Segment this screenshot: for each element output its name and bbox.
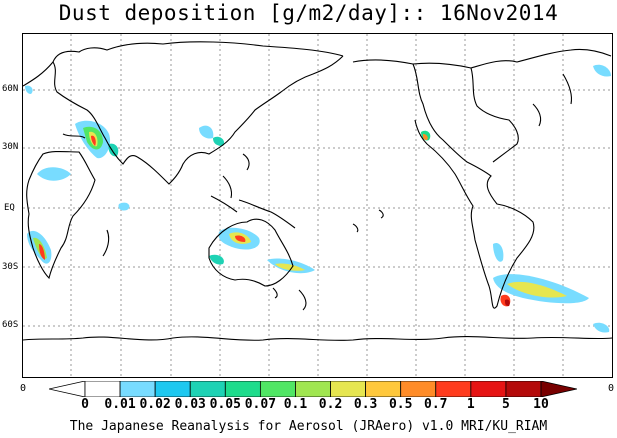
colorbar: [49, 381, 577, 397]
colorbar-tick-label: 10: [533, 397, 549, 412]
colorbar-swatch: [505, 381, 542, 397]
colorbar-swatch: [224, 381, 261, 397]
coastlines: [23, 41, 612, 341]
colorbar-right-edge-label: 0: [608, 383, 615, 394]
dust-deposition-field: [25, 64, 611, 333]
lat-label-30n: 30N: [2, 142, 19, 152]
colorbar-swatch: [84, 381, 121, 397]
colorbar-swatches: [49, 381, 577, 397]
colorbar-tick-label: 0.3: [353, 397, 378, 412]
colorbar-swatch: [259, 381, 296, 397]
lat-label-eq: EQ: [4, 203, 15, 213]
colorbar-tick-label: 0.05: [209, 397, 241, 412]
colorbar-tick-label: 0: [81, 397, 89, 412]
colorbar-swatch: [154, 381, 191, 397]
colorbar-tick-label: 5: [502, 397, 510, 412]
colorbar-tick-label: 0.02: [139, 397, 171, 412]
colorbar-tick-label: 0.07: [244, 397, 277, 412]
colorbar-tick-label: 0.1: [283, 397, 308, 412]
colorbar-left-edge-label: 0: [20, 383, 27, 394]
colorbar-tick-label: 1: [466, 397, 475, 412]
lat-label-60s: 60S: [2, 320, 19, 330]
colorbar-swatch: [49, 381, 86, 397]
lat-label-30s: 30S: [2, 262, 19, 272]
colorbar-tick-label: 0.5: [388, 397, 413, 412]
world-map: [22, 33, 613, 378]
colorbar-tick-label: 0.2: [318, 397, 343, 412]
colorbar-swatch: [295, 381, 331, 397]
colorbar-tick-label: 0.7: [424, 397, 448, 412]
colorbar-swatch: [470, 381, 507, 397]
footer-credit: The Japanese Reanalysis for Aerosol (JRA…: [69, 419, 548, 434]
colorbar-swatch: [119, 381, 156, 397]
lat-label-60n: 60N: [2, 84, 19, 94]
map-title: Dust deposition [g/m2/day]:: 16Nov2014: [58, 1, 559, 25]
colorbar-tick-label: 0.01: [104, 397, 136, 412]
colorbar-tick-label: 0.03: [174, 397, 206, 412]
map-canvas: [23, 34, 612, 377]
colorbar-swatch: [189, 381, 226, 397]
colorbar-swatch: [400, 381, 437, 397]
colorbar-swatch: [540, 381, 577, 397]
colorbar-swatch: [330, 381, 367, 397]
colorbar-swatch: [365, 381, 402, 397]
colorbar-swatch: [435, 381, 472, 397]
graticule: [23, 34, 612, 377]
